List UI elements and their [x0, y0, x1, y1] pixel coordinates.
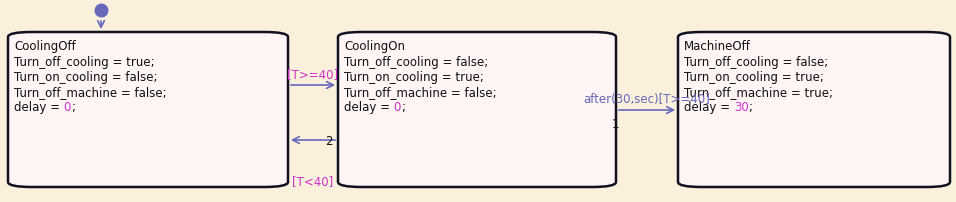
Text: delay =: delay =: [684, 101, 734, 114]
Text: ;: ;: [402, 101, 405, 114]
Text: 30: 30: [734, 101, 749, 114]
Text: after(30,sec)[T>=40]: after(30,sec)[T>=40]: [583, 93, 710, 106]
Text: ;: ;: [749, 101, 752, 114]
Text: ;: ;: [71, 101, 76, 114]
Text: 0: 0: [394, 101, 402, 114]
Text: 1: 1: [612, 118, 619, 131]
Text: 0: 0: [64, 101, 71, 114]
Text: Turn_off_cooling = false;: Turn_off_cooling = false;: [344, 56, 489, 69]
Text: Turn_on_cooling = false;: Turn_on_cooling = false;: [14, 71, 158, 84]
Text: Turn_off_machine = true;: Turn_off_machine = true;: [684, 86, 833, 99]
Text: MachineOff: MachineOff: [684, 40, 750, 53]
Text: delay =: delay =: [344, 101, 394, 114]
Text: Turn_off_machine = false;: Turn_off_machine = false;: [14, 86, 166, 99]
Text: 2: 2: [325, 135, 333, 148]
Text: CoolingOn: CoolingOn: [344, 40, 405, 53]
Text: Turn_off_cooling = false;: Turn_off_cooling = false;: [684, 56, 828, 69]
Text: Turn_off_machine = false;: Turn_off_machine = false;: [344, 86, 496, 99]
Text: [T>=40]: [T>=40]: [288, 68, 338, 81]
FancyBboxPatch shape: [338, 32, 616, 187]
Text: delay =: delay =: [14, 101, 64, 114]
FancyBboxPatch shape: [8, 32, 288, 187]
Text: CoolingOff: CoolingOff: [14, 40, 76, 53]
Text: Turn_on_cooling = true;: Turn_on_cooling = true;: [344, 71, 484, 84]
Text: Turn_on_cooling = true;: Turn_on_cooling = true;: [684, 71, 824, 84]
Text: Turn_off_cooling = true;: Turn_off_cooling = true;: [14, 56, 155, 69]
FancyBboxPatch shape: [678, 32, 950, 187]
Text: [T<40]: [T<40]: [293, 175, 334, 188]
